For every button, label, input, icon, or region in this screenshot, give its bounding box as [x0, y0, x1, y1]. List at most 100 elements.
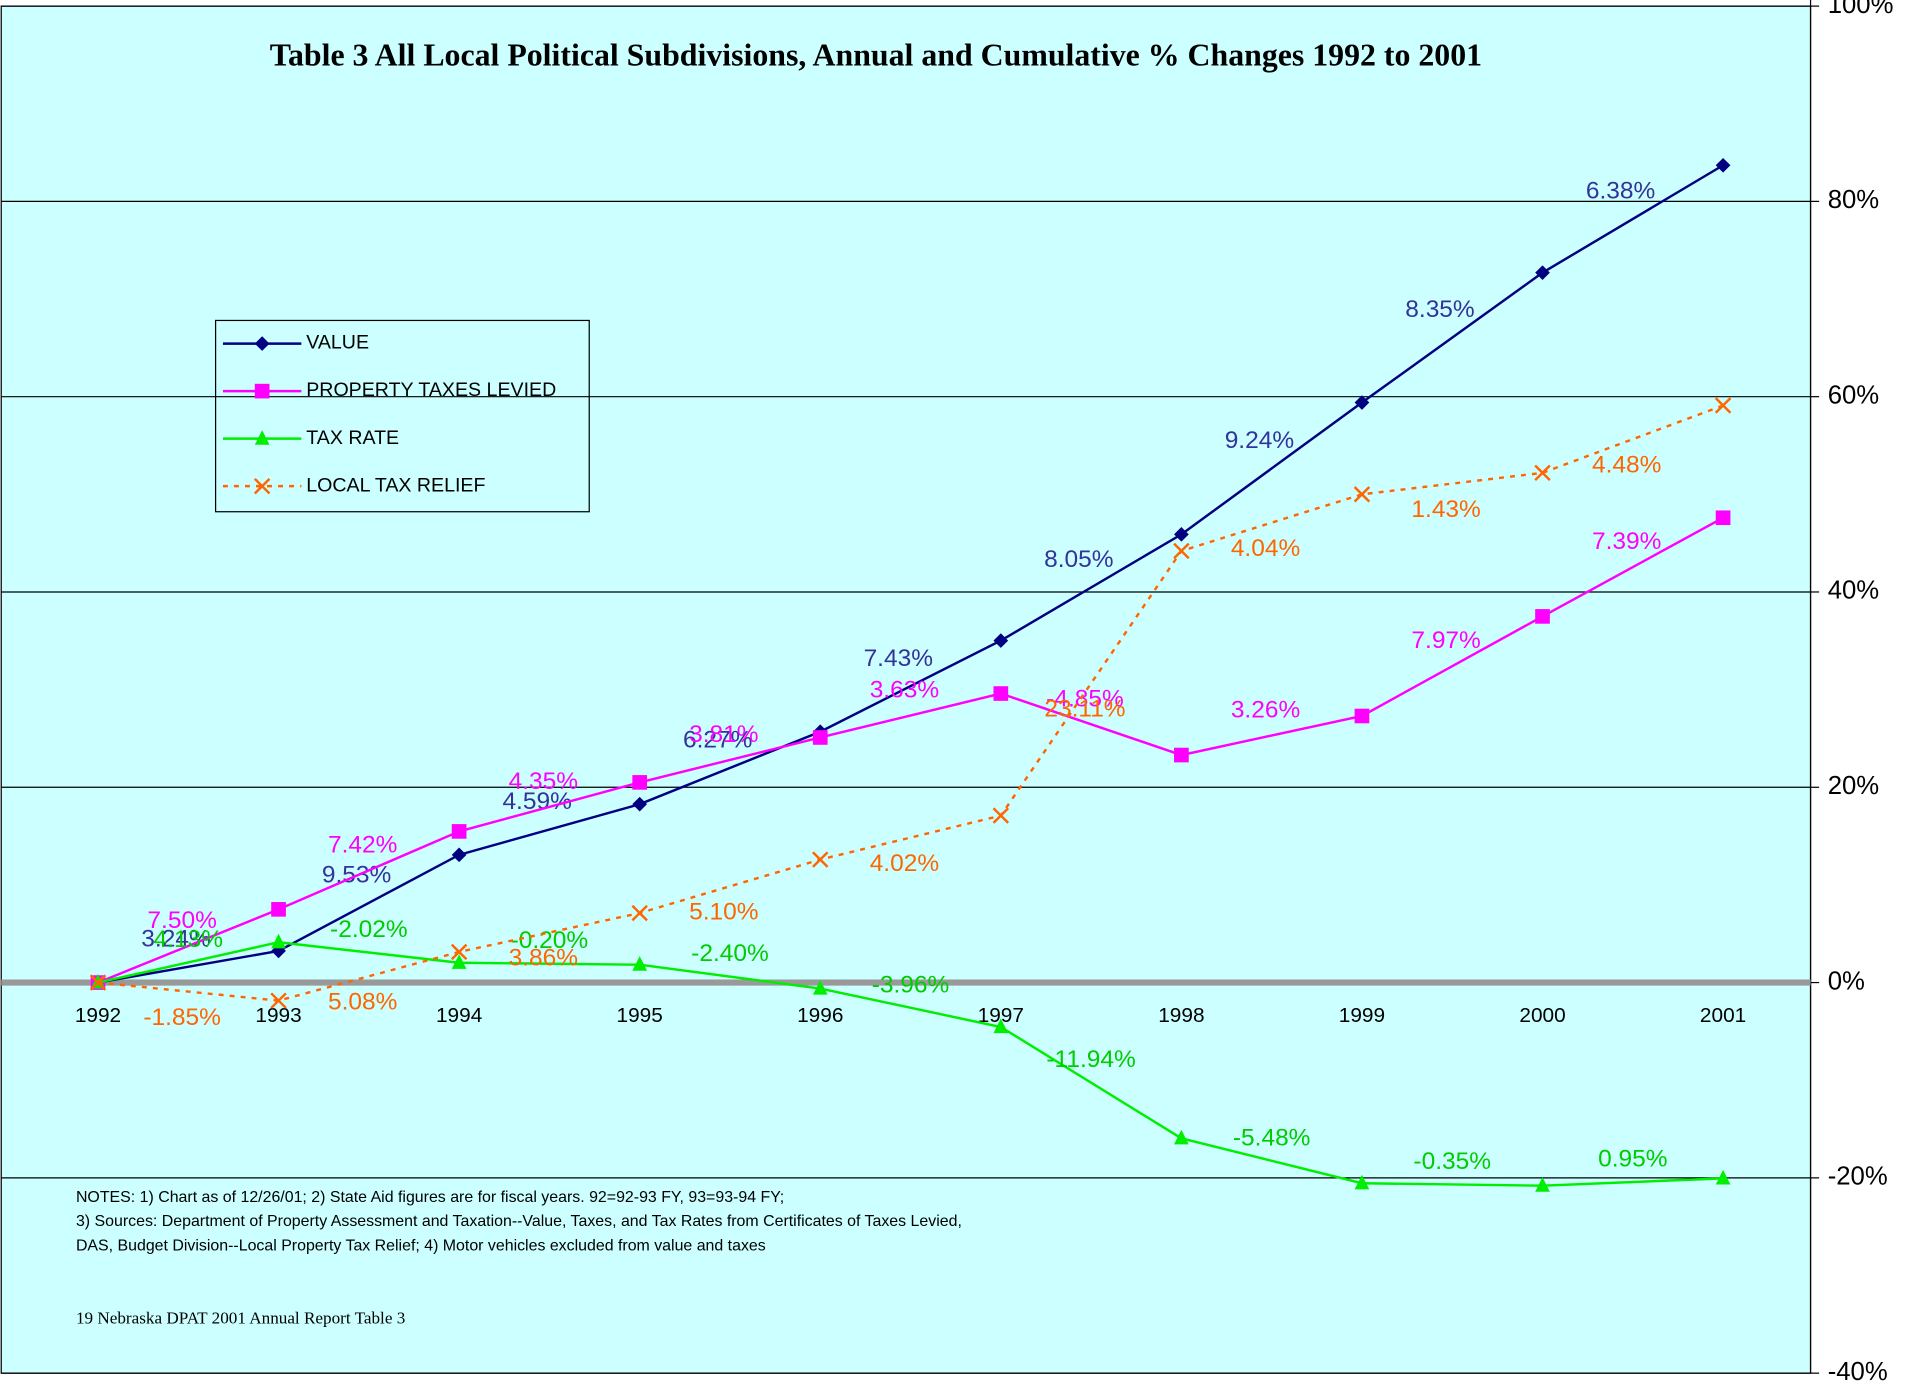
- x-tick-label: 1996: [797, 1004, 843, 1027]
- y-tick-label: 0%: [1828, 967, 1865, 995]
- legend-marker: [254, 383, 270, 399]
- data-point: [1173, 542, 1190, 560]
- data-point: [270, 992, 287, 1009]
- data-point: [993, 686, 1009, 701]
- annual-label: 6.38%: [1586, 178, 1655, 205]
- annual-label: 7.97%: [1411, 627, 1480, 654]
- data-point: [993, 1018, 1009, 1034]
- data-point: [631, 904, 648, 922]
- legend-marker: [253, 477, 271, 495]
- legend-label: TAX RATE: [306, 427, 399, 449]
- annual-label: -3.96%: [872, 971, 950, 998]
- legend-label: VALUE: [306, 332, 369, 354]
- data-point: [451, 824, 467, 839]
- annual-label: -11.94%: [1046, 1046, 1135, 1073]
- data-point: [450, 943, 468, 961]
- annual-label: 4.13%: [154, 926, 223, 953]
- annual-label: 8.35%: [1405, 296, 1474, 323]
- annual-label: 1.43%: [1411, 496, 1480, 523]
- data-point: [1174, 747, 1189, 763]
- annual-label: 3.24%: [141, 925, 210, 952]
- x-tick-label: 2001: [1700, 1004, 1746, 1027]
- annual-label: -1.85%: [143, 1004, 221, 1031]
- data-point: [993, 633, 1009, 648]
- y-tick-label: 80%: [1828, 186, 1879, 214]
- annual-label: 7.42%: [328, 831, 397, 858]
- data-point: [271, 902, 286, 917]
- data-point: [632, 775, 648, 790]
- x-tick-label: 1999: [1339, 1004, 1385, 1027]
- legend-box: [214, 319, 590, 513]
- annual-label: 4.04%: [1231, 535, 1300, 562]
- data-point: [1535, 265, 1550, 280]
- annual-label: 3.81%: [689, 721, 758, 748]
- annual-label: -2.02%: [330, 916, 408, 943]
- annual-label: 5.10%: [689, 899, 758, 926]
- note-line: DAS, Budget Division--Local Property Tax…: [76, 1238, 766, 1255]
- notes: NOTES: 1) Chart as of 12/26/01; 2) State…: [76, 1189, 962, 1255]
- data-point: [271, 933, 286, 949]
- annual-label: 4.02%: [870, 850, 939, 877]
- data-point: [89, 974, 107, 991]
- y-tick-label: 100%: [1828, 0, 1894, 19]
- data-point: [1715, 1169, 1731, 1185]
- data-point: [1535, 1177, 1550, 1192]
- data-point: [992, 807, 1010, 824]
- annual-label: 5.08%: [328, 989, 397, 1016]
- legend-marker: [254, 430, 270, 445]
- x-tick-label: 1994: [436, 1004, 482, 1027]
- data-point: [812, 979, 828, 995]
- y-tick-label: 60%: [1828, 382, 1879, 410]
- y-tick-label: 20%: [1828, 772, 1879, 800]
- annual-label: 7.39%: [1592, 528, 1661, 555]
- data-point: [1354, 395, 1370, 410]
- annual-label: -0.20%: [511, 927, 589, 954]
- data-point: [451, 847, 467, 863]
- annual-label: 0.95%: [1598, 1146, 1667, 1173]
- annual-label: 4.48%: [1592, 451, 1661, 478]
- footer: 19 Nebraska DPAT 2001 Annual Report Tabl…: [76, 1309, 405, 1328]
- data-point: [1174, 1129, 1189, 1145]
- data-point: [1354, 1174, 1370, 1190]
- x-tick-label: 1998: [1158, 1004, 1204, 1027]
- annual-label: 3.63%: [870, 677, 939, 704]
- annual-label: 4.35%: [509, 768, 578, 795]
- note-line: NOTES: 1) Chart as of 12/26/01; 2) State…: [76, 1189, 784, 1206]
- chart-title: Table 3 All Local Political Subdivisions…: [270, 38, 1482, 73]
- annual-label: 3.86%: [509, 945, 578, 972]
- annual-label: -5.48%: [1233, 1124, 1311, 1151]
- legend-label: LOCAL TAX RELIEF: [306, 474, 485, 496]
- annual-label: 8.05%: [1044, 546, 1113, 573]
- annual-label: 6.27%: [683, 727, 752, 754]
- annual-label: -0.35%: [1413, 1148, 1491, 1175]
- annual-label: 7.50%: [147, 907, 216, 934]
- data-point: [1714, 397, 1732, 414]
- x-tick-label: 1992: [75, 1004, 121, 1027]
- data-point: [1354, 708, 1370, 724]
- x-tick-label: 1997: [978, 1004, 1024, 1027]
- annual-label: 7.43%: [864, 645, 933, 672]
- series-line: [97, 941, 1724, 1187]
- series-line: [97, 164, 1724, 984]
- data-point: [812, 851, 829, 868]
- y-tick-label: -40%: [1828, 1358, 1888, 1386]
- data-point: [1535, 609, 1550, 624]
- note-line: 3) Sources: Department of Property Asses…: [76, 1213, 962, 1230]
- data-point: [1715, 510, 1731, 526]
- data-point: [1534, 464, 1551, 482]
- data-point: [451, 954, 467, 969]
- x-tick-label: 2000: [1519, 1004, 1565, 1027]
- annual-label: -2.40%: [691, 940, 769, 967]
- annual-label: 9.24%: [1225, 427, 1294, 454]
- data-point: [1353, 486, 1371, 503]
- legend-label: PROPERTY TAXES LEVIED: [306, 379, 556, 401]
- y-tick-label: 40%: [1828, 577, 1879, 605]
- x-tick-label: 1993: [255, 1004, 301, 1027]
- series-line: [97, 516, 1724, 984]
- annual-label: 23.11%: [1044, 696, 1125, 723]
- x-tick-label: 1995: [617, 1004, 663, 1027]
- data-point: [1715, 157, 1731, 173]
- data-point: [812, 730, 828, 745]
